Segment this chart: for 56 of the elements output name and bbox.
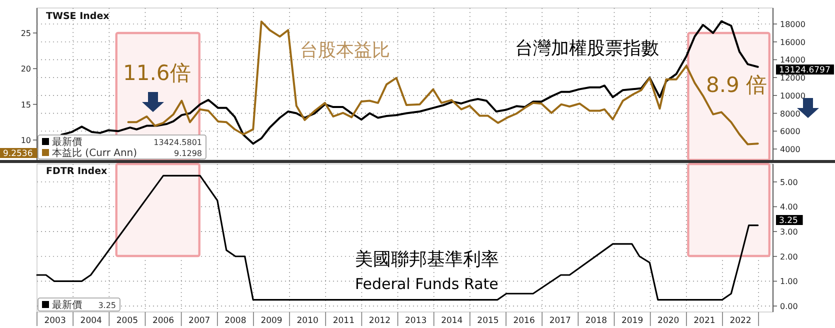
legend-label: 本益比 (Curr Ann): [52, 147, 138, 159]
annotation: 台股本益比: [300, 40, 390, 61]
y2-tick-label: 8000: [780, 109, 800, 118]
annotation: 11.6倍: [123, 61, 191, 85]
annotation: 美國聯邦基準利率: [355, 249, 499, 270]
x-tick-label: 2022: [730, 316, 752, 326]
text: 9.2536: [3, 149, 33, 159]
text: 13124.6797: [779, 66, 830, 76]
x-tick-label: 2020: [658, 316, 680, 326]
y-tick-label: 4.00: [780, 202, 798, 212]
x-tick-label: 2012: [368, 316, 391, 326]
x-tick-label: 2004: [80, 316, 102, 326]
x-tick-label: 2009: [260, 316, 282, 326]
x-tick-label: 2006: [152, 316, 174, 326]
y2-tick-label: 10000: [780, 91, 806, 100]
y2-tick-label: 6000: [780, 127, 800, 136]
y2-tick-label: 18000: [780, 20, 806, 29]
y-tick-label: 15: [20, 100, 31, 110]
annotation: 8.9 倍: [706, 73, 768, 97]
x-tick-label: 2010: [296, 316, 318, 326]
y2-tick-label: 4000: [780, 145, 800, 154]
y-tick-label: 3.00: [780, 228, 798, 237]
y-tick-label: 20: [20, 64, 31, 74]
x-tick-label: 2005: [116, 316, 138, 326]
x-tick-label: 2019: [621, 316, 644, 326]
x-tick-label: 2016: [513, 316, 535, 326]
y2-tick-label: 16000: [780, 38, 806, 47]
y-tick-label: 25: [20, 28, 31, 38]
y-tick-label: 5.00: [780, 178, 798, 187]
legend-label: 最新價: [52, 136, 82, 148]
y2-tick-label: 14000: [780, 56, 806, 65]
annotation: 3.25: [98, 301, 116, 310]
y2-tick-label: 12000: [780, 74, 806, 83]
legend-label: 最新價: [52, 299, 82, 311]
x-tick-label: 2014: [441, 316, 463, 326]
y-tick-label: 2.00: [780, 252, 798, 262]
annotation: 13424.5801: [154, 138, 202, 147]
annotation: Federal Funds Rate: [355, 275, 498, 293]
annotation: 9.1298: [174, 149, 202, 158]
line-series: [36, 174, 759, 301]
x-tick-label: 2013: [405, 316, 427, 326]
x-tick-label: 2021: [694, 316, 716, 326]
annotation: 台灣加權股票指數: [515, 38, 659, 59]
y-tick-label: 10: [20, 136, 31, 146]
x-tick-label: 2011: [332, 316, 354, 326]
text: 3.25: [779, 216, 798, 226]
x-tick-label: 2003: [44, 316, 66, 326]
chart-title: FDTR Index: [46, 166, 108, 177]
x-tick-label: 2007: [188, 316, 210, 326]
chart-title: TWSE Index: [46, 11, 110, 22]
y-tick-label: 1.00: [780, 277, 798, 286]
y-tick-label: 0.00: [780, 302, 798, 312]
x-tick-label: 2017: [549, 316, 571, 326]
x-tick-label: 2015: [477, 316, 499, 326]
x-tick-label: 2018: [585, 316, 608, 326]
x-tick-label: 2008: [224, 316, 246, 326]
